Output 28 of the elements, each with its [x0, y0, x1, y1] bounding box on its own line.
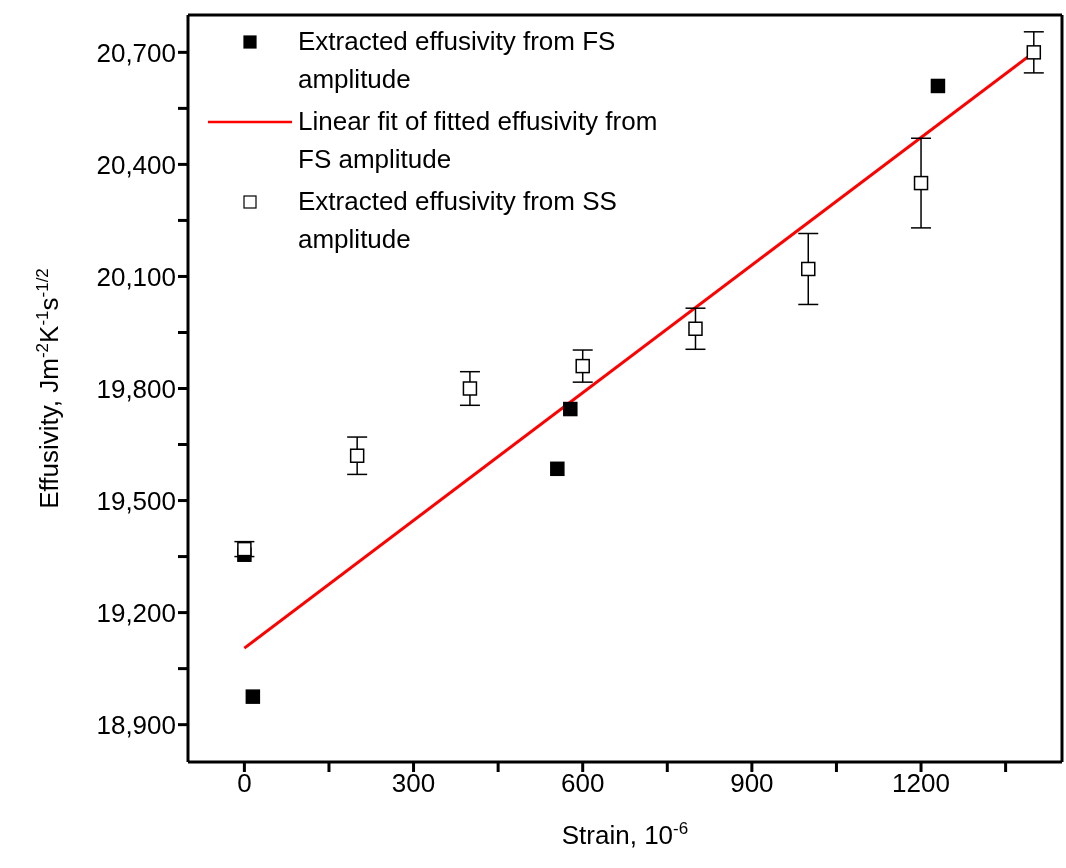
x-tick-label: 1200	[892, 768, 950, 799]
x-tick-label: 0	[237, 768, 252, 799]
legend-label: Extracted effusivity from FS amplitude	[298, 25, 617, 96]
point	[801, 261, 816, 277]
x-axis-title: Strain, 10$^{-6}$	[561, 818, 689, 850]
point	[930, 78, 946, 94]
point	[1026, 45, 1042, 60]
legend-label: Extracted effusivity from SS amplitude	[298, 185, 618, 256]
point	[563, 401, 578, 417]
x-tick-label: 600	[561, 768, 605, 799]
x-tick-label: 300	[391, 768, 436, 799]
point	[237, 541, 252, 557]
x-tick-label: 900	[730, 768, 774, 799]
point	[550, 461, 565, 477]
y-tick-label: 20,700	[96, 37, 176, 68]
y-tick-label: 18,900	[96, 709, 176, 740]
y-tick-label: 19,500	[96, 485, 176, 516]
y-tick-label: 20,400	[96, 149, 176, 180]
point	[349, 448, 365, 463]
point	[462, 381, 478, 396]
legend-label: Linear fit of fitted effusivity from FS amplitude	[298, 105, 659, 176]
point	[245, 689, 261, 704]
y-tick-label: 19,800	[96, 373, 176, 404]
point	[913, 175, 929, 191]
point	[688, 321, 703, 336]
y-tick-label: 19,200	[96, 597, 176, 628]
point	[575, 358, 590, 374]
y-tick-label: 20,100	[96, 261, 176, 292]
